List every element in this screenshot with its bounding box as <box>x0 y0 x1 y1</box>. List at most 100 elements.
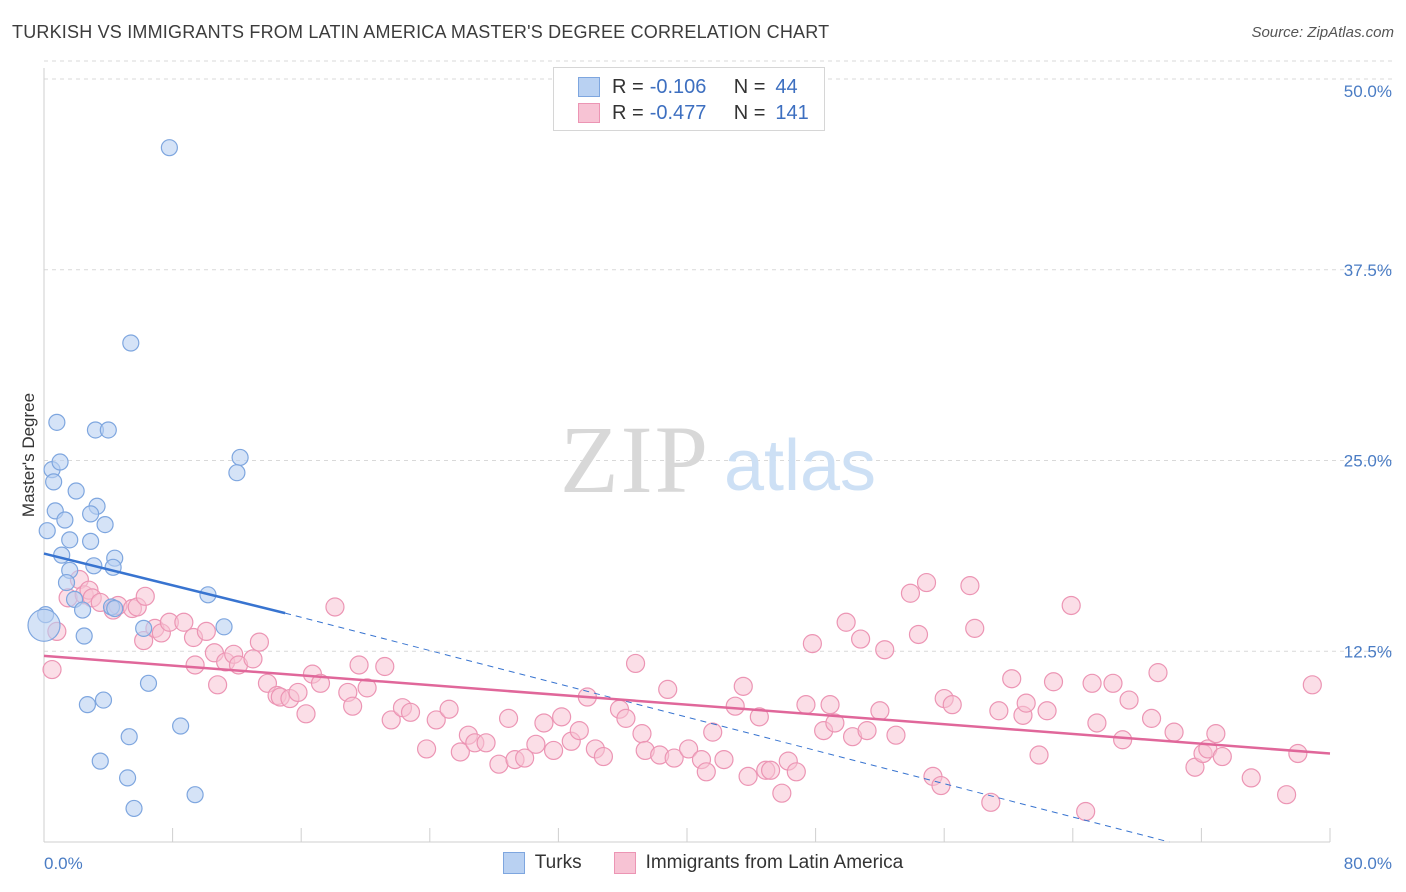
latam-point <box>325 597 345 617</box>
turks-point <box>82 505 100 523</box>
latam-point <box>1002 669 1022 689</box>
x-tick-label-max: 80.0% <box>1344 854 1392 873</box>
chart-title: TURKISH VS IMMIGRANTS FROM LATIN AMERICA… <box>12 22 830 42</box>
tick-labels: 12.5% 25.0% 37.5% 50.0% 0.0% 80.0% <box>44 82 1392 873</box>
latam-series <box>42 569 1322 822</box>
latam-point <box>679 739 699 759</box>
latam-point <box>593 746 614 767</box>
latam-point <box>185 655 205 675</box>
latam-point <box>1076 801 1096 822</box>
latam-point <box>658 679 678 700</box>
legend-r-label: R = <box>612 75 644 98</box>
latam-point <box>1103 673 1123 693</box>
latam-point <box>870 701 890 721</box>
latam-point <box>349 655 369 675</box>
latam-point <box>616 708 636 728</box>
latam-point <box>381 710 401 730</box>
y-tick-label: 37.5% <box>1344 261 1392 280</box>
latam-point <box>1016 693 1036 713</box>
turks-point <box>78 696 97 714</box>
source-label: Source: ZipAtlas.com <box>1251 24 1394 41</box>
latam-point <box>825 713 845 733</box>
latam-point <box>1087 713 1107 733</box>
latam-point <box>515 748 535 768</box>
latam-point <box>1141 708 1162 728</box>
turks-point <box>45 473 63 491</box>
latam-point <box>1029 745 1049 765</box>
latam-point <box>960 576 980 596</box>
latam-point <box>416 739 437 759</box>
x-tick-label-min: 0.0% <box>44 854 83 873</box>
latam-point <box>426 710 446 730</box>
turks-point <box>48 413 66 431</box>
latam-point <box>296 704 316 724</box>
turks-point <box>96 515 114 534</box>
turks-point <box>27 608 61 642</box>
legend-row-latam: R = -0.477 N = 141 <box>578 101 809 125</box>
turks-point <box>135 619 153 637</box>
latam-point <box>802 634 822 654</box>
turks-point <box>122 334 140 352</box>
latam-point <box>1241 768 1261 788</box>
latam-point <box>738 766 758 786</box>
turks-point <box>118 769 137 787</box>
latam-point <box>243 649 263 669</box>
latam-point <box>208 675 228 695</box>
turks-point <box>94 691 113 709</box>
y-axis-label: Master's Degree <box>19 393 38 517</box>
turks-point <box>56 511 74 529</box>
latam-point <box>989 701 1009 721</box>
latam-point <box>375 656 395 677</box>
turks-point <box>172 717 190 735</box>
latam-point <box>1061 595 1081 616</box>
latam-point <box>534 713 554 733</box>
series-legend: Turks Immigrants from Latin America <box>0 852 1406 874</box>
turks-swatch <box>578 77 600 97</box>
latam-point <box>1288 743 1308 764</box>
turks-point <box>106 599 124 618</box>
turks-point <box>215 618 233 636</box>
turks-point <box>38 522 56 540</box>
legend-row-turks: R = -0.106 N = 44 <box>578 75 798 99</box>
latam-point <box>569 721 589 741</box>
latam-point <box>820 695 840 715</box>
legend-r-value: -0.477 <box>649 101 707 124</box>
latam-point <box>343 696 363 716</box>
watermark-atlas: atlas <box>724 426 876 506</box>
latam-point <box>625 653 646 674</box>
latam-swatch <box>613 852 636 874</box>
turks-point <box>120 728 138 746</box>
latam-point <box>965 618 985 638</box>
y-tick-label: 25.0% <box>1344 452 1392 471</box>
turks-point <box>228 464 246 482</box>
latam-point <box>439 699 459 719</box>
turks-series <box>27 139 249 818</box>
latam-point <box>310 673 331 693</box>
latam-point <box>857 721 877 741</box>
stats-legend: R = -0.106 N = 44 R = -0.477 N = 141 <box>553 67 825 131</box>
latam-point <box>400 702 421 722</box>
turks-trend-extension <box>284 612 1170 843</box>
latam-point <box>174 612 194 632</box>
latam-point <box>772 783 792 803</box>
latam-point <box>1043 672 1064 692</box>
latam-point <box>632 724 652 744</box>
latam-swatch <box>578 103 600 123</box>
latam-point <box>1212 746 1232 767</box>
turks-point <box>57 573 76 592</box>
latam-point <box>931 775 951 796</box>
turks-swatch <box>502 852 525 874</box>
latam-point <box>357 678 377 698</box>
turks-point <box>91 752 109 770</box>
latam-point <box>498 708 519 728</box>
latam-point <box>1082 673 1102 693</box>
latam-point <box>900 583 921 603</box>
latam-point <box>135 586 155 606</box>
turks-point <box>61 531 79 549</box>
turks-point <box>75 627 93 645</box>
y-tick-label: 50.0% <box>1344 82 1392 101</box>
latam-point <box>942 695 962 715</box>
latam-point <box>908 624 929 645</box>
turks-point <box>186 786 204 804</box>
turks-point <box>231 448 249 467</box>
